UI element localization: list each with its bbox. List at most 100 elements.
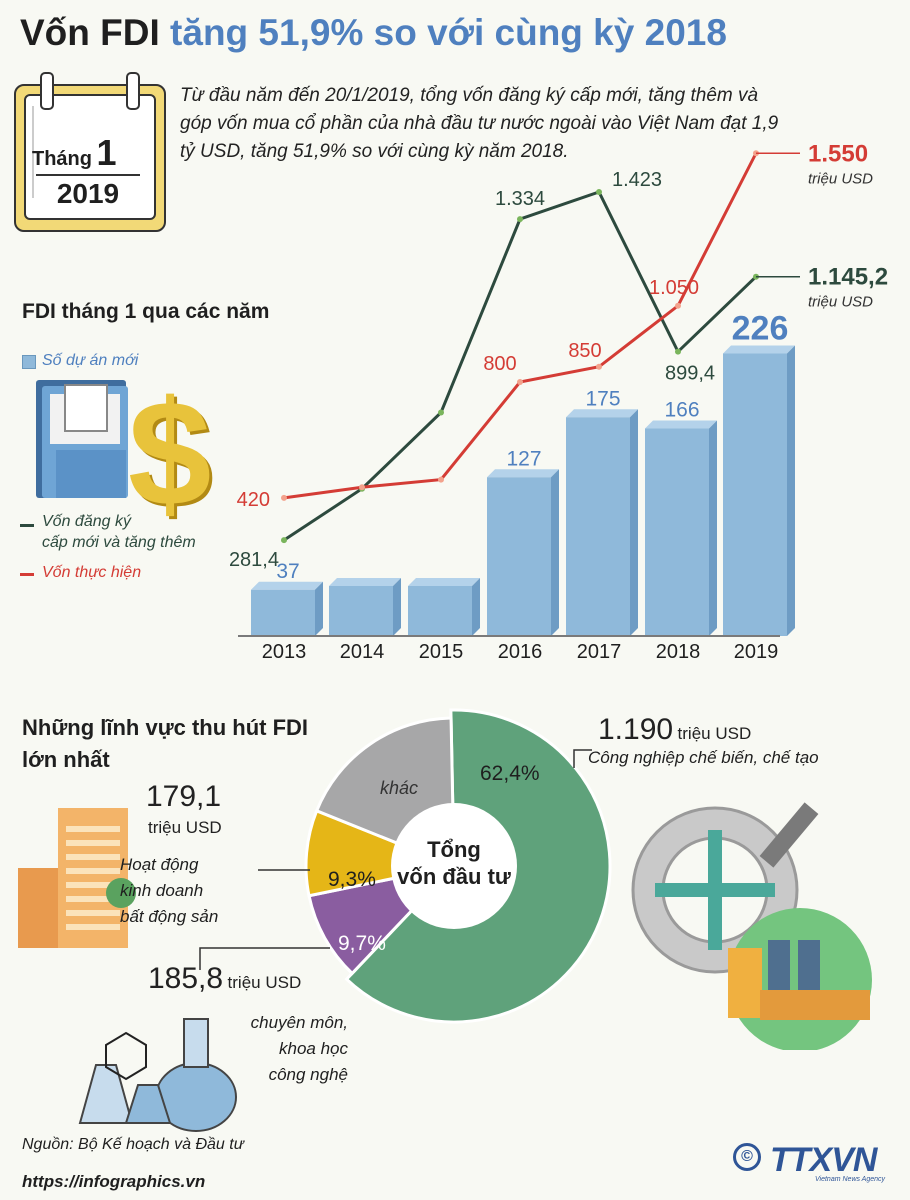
folder-icon [36, 380, 132, 498]
bar-side [472, 578, 480, 636]
legend-green-line1: Vốn đăng ký [42, 513, 131, 530]
bar-top [408, 578, 480, 586]
bar-top [645, 420, 717, 429]
line-value-label: 1.334 [495, 188, 545, 210]
realestate-label-3: bất động sản [120, 907, 219, 926]
section2-title: Những lĩnh vực thu hút FDI lớn nhất [22, 712, 308, 776]
x-tick-label: 2014 [340, 641, 385, 663]
slice-label-science: 9,7% [338, 932, 386, 955]
line-point [359, 484, 365, 491]
bar-value-label: 127 [506, 447, 541, 470]
bar-value-label: 175 [585, 387, 620, 410]
donut-hole [391, 803, 517, 929]
line-value-label: 899,4 [665, 363, 715, 385]
bar-side [787, 345, 795, 636]
fdi-chart: 37 2013 2014 2015 127 2016 175 2017 166 2018 226 20… [229, 140, 888, 663]
intro-text: Từ đầu năm đến 20/1/2019, tổng vốn đăng … [180, 85, 779, 162]
legend-green-label: Vốn đăng ký cấp mới và tăng thêm [42, 511, 196, 553]
bar-side [630, 409, 638, 636]
callout-lines [199, 749, 592, 970]
x-tick-label: 2019 [734, 641, 779, 663]
realestate-label-2: kinh doanh [120, 881, 204, 900]
bar-top [723, 345, 795, 354]
science-label-1: chuyên môn, [250, 1013, 348, 1032]
science-value-group: 185,8 triệu USD [148, 962, 301, 996]
legend-bars-label: Số dự án mới [42, 352, 139, 369]
slice-label-manufacturing: 62,4% [480, 762, 540, 785]
realestate-unit: triệu USD [148, 818, 222, 837]
line-point [438, 476, 444, 483]
agency-logo: TTXVN [770, 1141, 877, 1179]
donut-center-label: Tổng vốn đầu tư [380, 836, 528, 890]
end-value-label: 1.550 [808, 140, 868, 167]
calendar-month-number: 1 [96, 132, 117, 173]
legend-red-label: Vốn thực hiện [42, 564, 142, 581]
slice-label-other: khác [380, 778, 419, 798]
bar [251, 589, 315, 636]
gear-factory-icon [631, 802, 872, 1050]
line-point [517, 379, 523, 385]
bar-value-label: 226 [732, 310, 789, 348]
bar-top [251, 581, 323, 590]
title-part2: tăng 51,9% so với cùng kỳ 2018 [170, 12, 727, 53]
section2-title-line1: Những lĩnh vực thu hút FDI [22, 715, 309, 740]
bar-value-label: 37 [276, 560, 299, 583]
dollar-icon: $ [128, 369, 212, 537]
chemistry-icon [78, 1018, 237, 1132]
slice-label-realestate: 9,3% [328, 868, 376, 891]
bar-side [551, 469, 559, 636]
section1-title: FDI tháng 1 qua các năm [22, 300, 270, 323]
source-text: Nguồn: Bộ Kế hoạch và Đầu tư [22, 1136, 244, 1153]
bar-side [393, 578, 401, 636]
calendar-year: 2019 [56, 178, 120, 209]
end-unit-label: triệu USD [808, 294, 873, 311]
line-value-label: 1.423 [612, 169, 662, 191]
line-value-label: 1.050 [649, 277, 699, 299]
line-point [675, 302, 681, 309]
manufacturing-unit: triệu USD [677, 724, 752, 743]
legend-green-line2: cấp mới và tăng thêm [42, 534, 196, 551]
page-title: Vốn FDI tăng 51,9% so với cùng kỳ 2018 [20, 12, 727, 54]
sector-donut-chart [304, 708, 612, 1024]
line-point [675, 348, 681, 355]
legend-bar-swatch [22, 355, 36, 369]
x-tick-label: 2018 [656, 641, 701, 663]
legend-red-swatch [20, 573, 34, 576]
line-point [438, 409, 444, 416]
building-icon [18, 808, 140, 948]
line-point [517, 216, 523, 223]
callout-manufacturing [573, 749, 592, 768]
line-point [281, 537, 287, 544]
line-point [281, 494, 287, 501]
line-point [596, 188, 602, 195]
science-unit: triệu USD [227, 973, 302, 992]
section2-title-line2: lớn nhất [22, 747, 110, 772]
realestate-label-1: Hoạt động [120, 855, 199, 874]
agency-subtitle: Vietnam News Agency [815, 1176, 886, 1183]
x-tick-label: 2015 [419, 641, 464, 663]
title-part1: Vốn FDI [20, 12, 160, 53]
bar-top [487, 469, 559, 478]
manufacturing-label: Công nghiệp chế biến, chế tạo [588, 748, 819, 767]
bar [329, 586, 393, 636]
copyright-icon: © [733, 1143, 761, 1171]
science-value: 185,8 [148, 962, 224, 995]
slice-realestate [304, 808, 460, 898]
legend-green-swatch [20, 524, 34, 527]
bar-side [315, 581, 323, 636]
bar [487, 477, 551, 636]
bar [408, 586, 472, 636]
x-tick-label: 2016 [498, 641, 543, 663]
science-label-3: công nghệ [268, 1065, 348, 1084]
science-label-2: khoa học [279, 1039, 348, 1058]
end-value-label: 1.145,2 [808, 264, 888, 291]
line-value-label: 850 [568, 340, 601, 362]
realestate-label: Hoạt động kinh doanh bất động sản [120, 852, 250, 930]
calendar-icon: Tháng 1 2019 [14, 72, 166, 232]
callout-science [199, 947, 330, 970]
donut-center-line2: vốn đầu tư [397, 864, 511, 889]
url-link[interactable]: https://infographics.vn [22, 1172, 206, 1191]
bar-value-label: 166 [664, 399, 699, 422]
line-value-label: 420 [237, 489, 270, 511]
line-value-label: 800 [483, 353, 516, 375]
